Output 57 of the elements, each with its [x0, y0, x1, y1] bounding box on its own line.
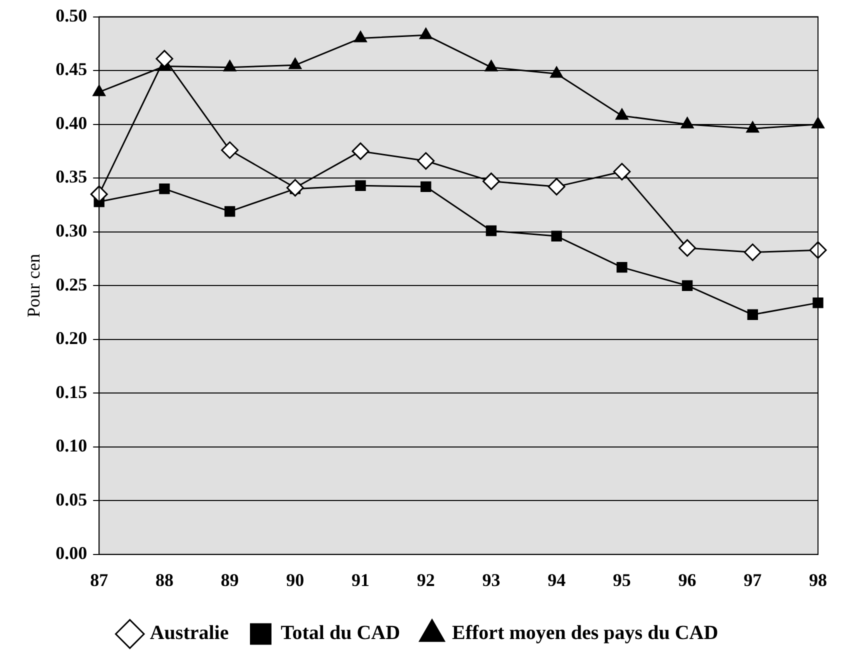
legend-label: Effort moyen des pays du CAD — [452, 622, 718, 644]
x-tick-label: 97 — [744, 570, 762, 590]
y-tick-label: 0.45 — [56, 59, 88, 80]
y-tick-label: 0.30 — [56, 220, 88, 240]
point — [224, 206, 236, 217]
point — [355, 180, 366, 191]
point — [812, 117, 824, 128]
x-tick-label: 98 — [809, 570, 827, 590]
y-tick-label: 0.10 — [56, 436, 88, 456]
point — [550, 66, 563, 78]
y-axis-title: Pour cen — [24, 254, 44, 318]
x-tick-label: 93 — [482, 570, 500, 590]
point — [486, 225, 497, 236]
point — [613, 162, 631, 180]
x-tick-label: 91 — [352, 570, 370, 590]
point — [482, 172, 500, 190]
y-tick-label: 0.05 — [56, 489, 88, 510]
point — [616, 108, 628, 120]
point — [680, 117, 694, 128]
point — [812, 297, 824, 308]
point — [678, 239, 696, 257]
point — [548, 178, 566, 196]
x-tick-label: 95 — [612, 570, 631, 590]
x-tick-label: 90 — [286, 570, 304, 590]
x-tick-label: 88 — [155, 570, 174, 590]
point — [221, 141, 239, 159]
point — [159, 183, 170, 194]
point — [551, 230, 562, 242]
point — [354, 31, 367, 42]
legend-label: Australie — [150, 622, 229, 644]
point — [223, 60, 236, 72]
point — [286, 179, 304, 197]
x-tick-label: 87 — [90, 570, 108, 590]
point — [744, 244, 762, 262]
point — [288, 58, 302, 70]
y-tick-label: 0.35 — [56, 166, 88, 187]
y-tick-label: 0.00 — [56, 543, 88, 564]
y-tick-label: 0.20 — [56, 328, 88, 348]
point — [616, 262, 628, 273]
point — [484, 60, 498, 72]
point — [420, 181, 432, 192]
point — [417, 152, 435, 170]
y-tick-label: 0.15 — [56, 382, 88, 402]
y-tick-label: 0.25 — [56, 274, 88, 294]
legend-label: Total du CAD — [280, 622, 400, 644]
y-tick-label: 0.50 — [56, 5, 88, 26]
x-tick-label: 89 — [220, 570, 239, 590]
x-tick-label: 96 — [678, 570, 696, 590]
point — [746, 121, 760, 133]
x-tick-label: 94 — [548, 570, 566, 590]
point — [747, 309, 758, 320]
point — [352, 142, 370, 160]
y-tick-label: 0.40 — [56, 112, 88, 133]
x-tick-label: 92 — [416, 570, 435, 590]
point — [419, 28, 432, 40]
point — [682, 280, 693, 291]
point — [156, 50, 174, 68]
